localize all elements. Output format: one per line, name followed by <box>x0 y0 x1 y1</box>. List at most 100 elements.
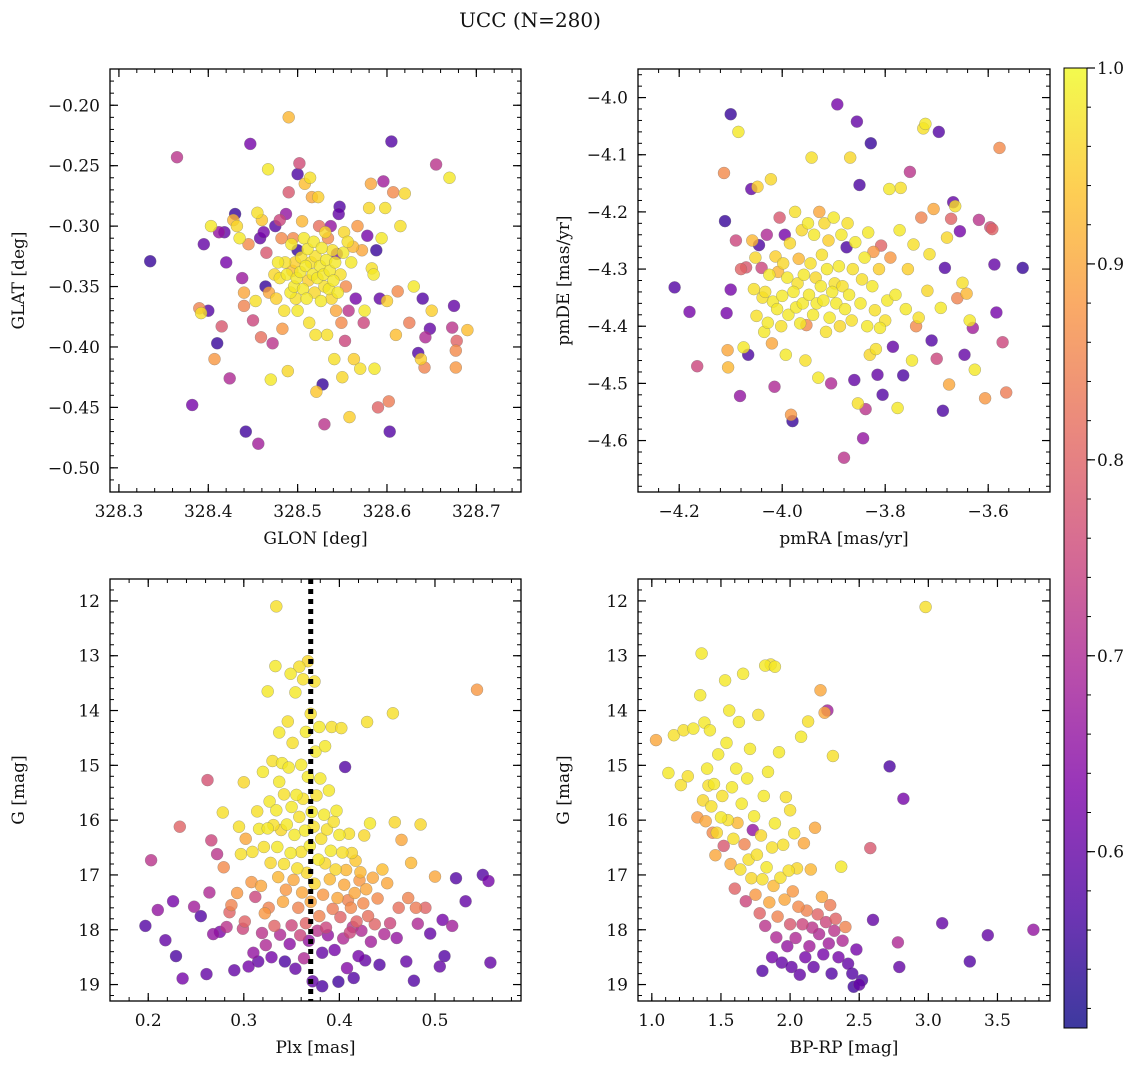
scatter-point <box>804 863 818 876</box>
scatter-point <box>428 870 442 883</box>
scatter-point <box>783 237 797 250</box>
scatter-point <box>720 306 733 320</box>
figure-title: UCC (N=280) <box>459 8 601 32</box>
scatter-point <box>259 938 273 952</box>
scatter-point <box>792 900 805 913</box>
scatter-point <box>817 948 830 961</box>
scatter-point <box>385 135 398 148</box>
scatter-point <box>721 361 735 374</box>
x-tick-label: 328.7 <box>452 502 501 522</box>
scatter-point <box>818 217 831 230</box>
scatter-point <box>376 863 389 876</box>
scatter-point <box>272 726 286 739</box>
scatter-point <box>703 724 717 737</box>
scatter-point <box>203 886 216 899</box>
scatter-point <box>438 949 451 963</box>
scatter-point <box>783 804 797 817</box>
y-tick-label: 12 <box>78 592 100 612</box>
x-tick-label: 1.5 <box>707 1011 734 1031</box>
scatter-point <box>361 909 375 923</box>
x-tick-label: 0.2 <box>135 1011 162 1031</box>
scatter-point <box>750 309 763 323</box>
scatter-point <box>273 928 287 941</box>
scatter-point <box>765 950 779 964</box>
scatter-point <box>849 235 862 249</box>
scatter-point <box>717 166 731 180</box>
scatter-point <box>899 302 913 316</box>
scatter-point <box>270 600 283 613</box>
scatter-point <box>285 919 298 932</box>
scatter-point <box>932 125 946 139</box>
scatter-point <box>818 706 831 719</box>
y-tick-label: 17 <box>78 866 100 886</box>
colorbar: 0.6 0.7 0.8 0.9 1.0 <box>1063 59 1124 1029</box>
scatter-point <box>788 205 802 219</box>
scatter-point <box>761 316 775 330</box>
scatter-points <box>649 600 1040 994</box>
y-tick-label: −0.40 <box>48 338 100 358</box>
scatter-point <box>963 955 977 968</box>
axes-frame <box>109 578 522 1002</box>
scatter-panels: 328.3 328.4 328.5 328.6 328.7 −0.20 −0.25 −0.30… <box>9 68 1051 1058</box>
scatter-point <box>237 286 251 299</box>
scatter-point <box>327 274 340 287</box>
scatter-point <box>322 784 336 797</box>
scatter-point <box>170 150 184 164</box>
scatter-point <box>872 262 886 276</box>
scatter-point <box>386 707 400 720</box>
x-tick-label: 0.4 <box>326 1011 353 1031</box>
scatter-point <box>344 256 358 269</box>
scatter-point <box>291 167 304 181</box>
scatter-point <box>316 888 330 901</box>
scatter-point <box>328 943 341 957</box>
scatter-point <box>756 873 769 886</box>
scatter-point <box>217 861 230 874</box>
scatter-point <box>972 213 986 227</box>
scatter-point <box>449 361 463 374</box>
scatter-point <box>799 354 812 367</box>
scatter-point <box>801 715 815 728</box>
scatter-point <box>836 934 849 947</box>
scatter-point <box>371 401 385 414</box>
scatter-point <box>728 882 742 895</box>
scatter-point <box>787 285 800 299</box>
scatter-point <box>936 404 950 418</box>
scatter-point <box>948 199 962 213</box>
x-tick-label: 328.3 <box>95 502 144 522</box>
scatter-point <box>953 225 967 238</box>
scatter-point <box>662 766 675 780</box>
colorbar-tick-label: 0.6 <box>1097 843 1124 863</box>
scatter-point <box>864 841 877 855</box>
panel-bprp-g: 1.0 1.5 2.0 2.5 3.0 3.5 12 13 14 15 16 17 18 19 BP-RP … <box>554 578 1051 1058</box>
scatter-point <box>299 259 312 273</box>
scatter-point <box>812 371 825 384</box>
scatter-points <box>668 98 1029 464</box>
scatter-point <box>237 299 251 313</box>
scatter-point <box>901 262 915 276</box>
scatter-point <box>348 886 361 900</box>
scatter-point <box>807 960 820 974</box>
scatter-point <box>768 817 782 830</box>
scatter-point <box>871 368 884 382</box>
scatter-point <box>831 98 844 111</box>
scatter-point <box>988 258 1001 271</box>
scatter-point <box>760 861 773 874</box>
scatter-point <box>300 292 313 305</box>
scatter-point <box>866 279 879 293</box>
scatter-point <box>249 890 262 904</box>
x-tick-label: −3.6 <box>968 502 1009 522</box>
scatter-point <box>770 931 783 944</box>
scatter-point <box>238 915 252 928</box>
scatter-point <box>169 949 183 963</box>
scatter-point <box>842 288 856 302</box>
scatter-point <box>244 137 257 151</box>
scatter-point <box>368 362 381 375</box>
scatter-point <box>733 389 747 403</box>
scatter-point <box>801 217 815 230</box>
scatter-point <box>332 975 345 989</box>
scatter-point <box>283 937 296 951</box>
x-axis-label: pmRA [mas/yr] <box>779 529 908 549</box>
y-tick-label: 19 <box>78 976 100 996</box>
axes-frame <box>637 578 1051 1002</box>
scatter-point <box>284 667 297 681</box>
